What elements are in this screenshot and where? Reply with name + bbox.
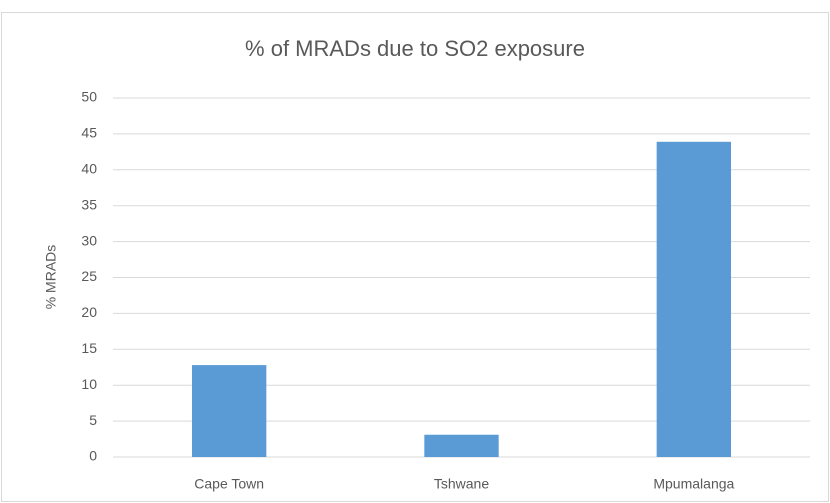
y-tick-label: 25 [81, 268, 97, 284]
bar [191, 365, 267, 457]
x-tick-label: Cape Town [194, 476, 264, 492]
bar [656, 141, 732, 457]
bar [424, 434, 499, 457]
y-tick-label: 10 [81, 376, 97, 392]
y-tick-label: 20 [81, 304, 97, 320]
y-tick-label: 50 [81, 89, 97, 105]
y-tick-label: 15 [81, 340, 97, 356]
chart-title: % of MRADs due to SO2 exposure [245, 36, 585, 61]
y-axis-label: % MRADs [43, 245, 59, 310]
y-tick-label: 35 [81, 196, 97, 212]
x-tick-label: Tshwane [434, 476, 489, 492]
y-tick-label: 30 [81, 232, 97, 248]
y-tick-label: 40 [81, 161, 97, 177]
y-tick-label: 0 [89, 448, 97, 464]
x-tick-label: Mpumalanga [653, 476, 734, 492]
y-tick-label: 5 [89, 412, 97, 428]
y-tick-label: 45 [81, 125, 97, 141]
